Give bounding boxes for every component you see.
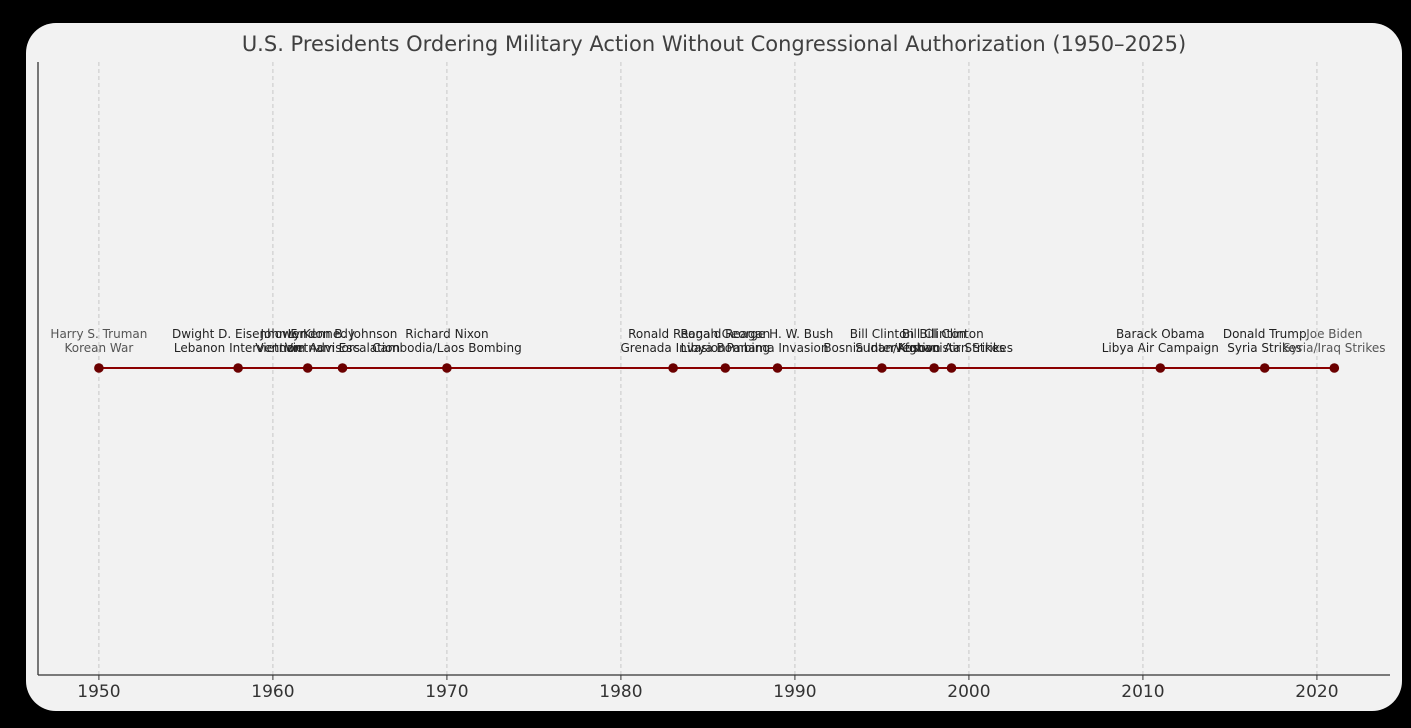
event-action-label: Syria/Iraq Strikes <box>1283 341 1385 355</box>
event-action-label: Panama Invasion <box>727 341 829 355</box>
event-point <box>772 363 783 373</box>
event-point <box>1259 363 1270 373</box>
event-president-label: Joe Biden <box>1305 327 1362 341</box>
event-action-label: Bosnia Intervention <box>823 341 940 355</box>
event-president-label: Ronald Reagan <box>680 327 770 341</box>
event-president-label: Barack Obama <box>1116 327 1205 341</box>
event-president-label: Bill Clinton <box>850 327 914 341</box>
event-point <box>877 363 887 373</box>
x-tick-label: 2000 <box>947 682 990 702</box>
event-president-label: John F. Kennedy <box>259 327 354 341</box>
event-point <box>668 363 678 373</box>
event-president-label: Donald Trump <box>1223 327 1307 341</box>
event-point <box>94 363 104 373</box>
event-action-label: Sudan/Afghanistan Strikes <box>855 341 1013 355</box>
event-point <box>929 363 939 373</box>
event-action-label: Grenada Invasion <box>620 341 725 355</box>
event-action-label: Kosovo Air Strikes <box>898 341 1006 355</box>
event-point <box>442 363 452 373</box>
event-action-label: Syria Strikes <box>1227 341 1302 355</box>
event-point <box>1329 363 1340 373</box>
x-tick-label: 1950 <box>77 682 120 702</box>
event-president-label: Richard Nixon <box>405 327 488 341</box>
event-action-label: Lebanon Intervention <box>174 341 302 355</box>
x-tick-label: 1990 <box>773 682 816 702</box>
event-president-label: Bill Clinton <box>919 327 983 341</box>
event-point <box>1155 363 1166 373</box>
x-tick-label: 1980 <box>599 682 642 702</box>
event-action-label: Korean War <box>64 341 133 355</box>
x-tick-label: 2020 <box>1295 682 1338 702</box>
event-action-label: Libya Air Campaign <box>1102 341 1219 355</box>
point-layer <box>94 363 1340 373</box>
x-tick-label: 1960 <box>251 682 294 702</box>
event-point <box>946 363 957 373</box>
chart-card: U.S. Presidents Ordering Military Action… <box>26 23 1402 711</box>
event-action-label: Libya Bombing <box>681 341 770 355</box>
event-action-label: Cambodia/Laos Bombing <box>372 341 522 355</box>
event-president-label: George H. W. Bush <box>722 327 834 341</box>
event-president-label: Dwight D. Eisenhower <box>172 327 304 341</box>
x-tick-label: 2010 <box>1121 682 1164 702</box>
event-president-label: Bill Clinton <box>902 327 966 341</box>
event-point <box>337 363 348 373</box>
event-point <box>233 363 243 373</box>
event-president-label: Lyndon B. Johnson <box>288 327 398 341</box>
event-point <box>720 363 731 373</box>
chart-title: U.S. Presidents Ordering Military Action… <box>241 32 1187 56</box>
event-point <box>302 363 313 373</box>
event-president-label: Ronald Reagan <box>628 327 718 341</box>
x-tick-label: 1970 <box>425 682 468 702</box>
event-action-label: Vietnam Advisors <box>255 341 360 355</box>
event-president-label: Harry S. Truman <box>50 327 147 341</box>
axis-layer: 1950 1960 1970 1980 1990 2000 2010 2020 <box>37 62 1390 702</box>
timeline-chart: 1950 1960 1970 1980 1990 2000 2010 2020 Harry S… <box>37 62 1390 702</box>
event-action-label: Vietnam Escalation <box>285 341 400 355</box>
